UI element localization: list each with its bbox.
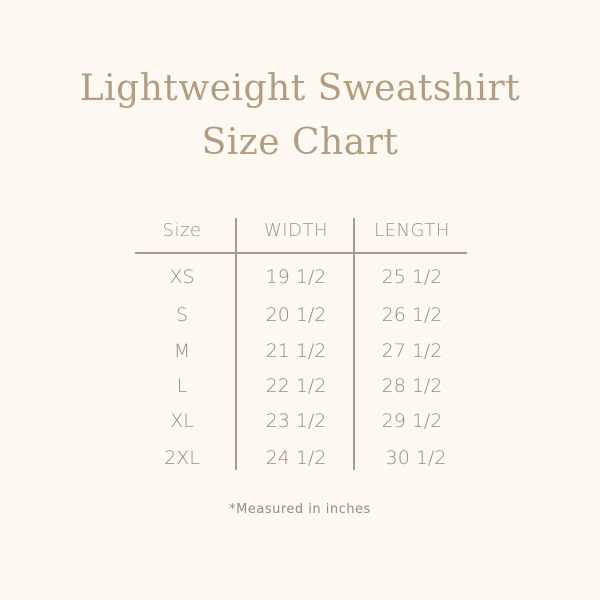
length-cell: 30 1/2: [385, 447, 447, 469]
column-header: LENGTH: [374, 220, 450, 241]
chart-subtitle: Size Chart: [201, 122, 399, 163]
length-cell: 25 1/2: [381, 266, 443, 288]
column-header: Size: [162, 220, 202, 241]
column-header: WIDTH: [264, 220, 328, 241]
measurement-note: *Measured in inches: [229, 502, 371, 517]
size-cell: S: [175, 304, 189, 326]
width-cell: 19 1/2: [265, 266, 327, 288]
header-divider: [135, 252, 467, 254]
length-cell: 26 1/2: [381, 304, 443, 326]
width-cell: 21 1/2: [265, 340, 327, 362]
size-cell: M: [173, 340, 191, 362]
chart-title: Lightweight Sweatshirt: [79, 68, 521, 109]
length-cell: 27 1/2: [381, 340, 443, 362]
size-cell: L: [176, 375, 188, 397]
width-cell: 23 1/2: [265, 410, 327, 432]
width-cell: 24 1/2: [265, 447, 327, 469]
size-cell: 2XL: [164, 447, 200, 469]
length-cell: 28 1/2: [381, 375, 443, 397]
column-divider: [353, 218, 355, 470]
size-cell: XS: [169, 266, 195, 288]
width-cell: 22 1/2: [265, 375, 327, 397]
size-cell: XL: [170, 410, 194, 432]
width-cell: 20 1/2: [265, 304, 327, 326]
column-divider: [235, 218, 237, 470]
length-cell: 29 1/2: [381, 410, 443, 432]
